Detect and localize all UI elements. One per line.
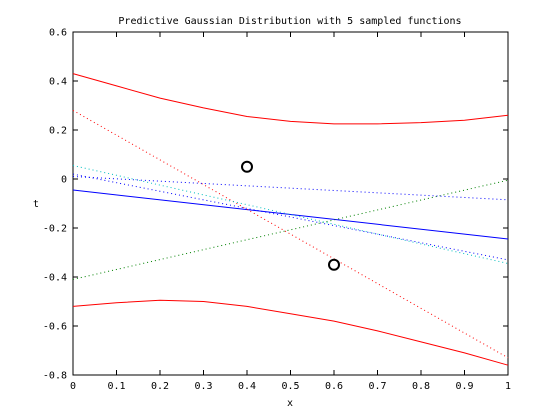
y-tick-label: 0: [61, 175, 67, 186]
x-tick-label: 0.9: [455, 381, 473, 392]
series-layer: [72, 73, 509, 366]
y-tick-label: 0.2: [49, 126, 67, 137]
x-tick-label: 0.5: [281, 381, 299, 392]
x-tick-label: 0.6: [325, 381, 343, 392]
y-tick-label: 0.4: [49, 77, 67, 88]
y-axis-label: t: [33, 199, 39, 210]
y-tick-label: -0.4: [43, 273, 67, 284]
y-tick-label: 0.6: [49, 28, 67, 39]
x-tick-label: 0.4: [238, 381, 256, 392]
y-tick-label: -0.6: [43, 322, 67, 333]
y-ticks: 0.6 0.4 0.2 0 -0.2 -0.4 -0.6 -0.8: [43, 28, 508, 382]
x-tick-label: 0.1: [107, 381, 125, 392]
predictive-line-2: [72, 189, 509, 240]
x-tick-label: 0.2: [151, 381, 169, 392]
x-axis-label: x: [287, 398, 293, 409]
x-tick-label: 0.7: [368, 381, 386, 392]
plot-area: [72, 31, 509, 376]
sample-function-line-5: [72, 176, 509, 201]
observation-point: [241, 160, 253, 173]
y-tick-label: -0.8: [43, 371, 67, 382]
x-ticks: 0 0.1 0.2 0.3 0.4 0.5 0.6 0.7 0.8 0.9 1: [70, 32, 511, 392]
predictive-line-0: [72, 73, 509, 125]
observation-point: [328, 258, 340, 271]
x-tick-label: 1: [505, 381, 511, 392]
points-layer: [241, 160, 340, 271]
chart-title: Predictive Gaussian Distribution with 5 …: [118, 16, 461, 27]
x-tick-label: 0.8: [412, 381, 430, 392]
x-tick-label: 0.3: [194, 381, 212, 392]
y-tick-label: -0.2: [43, 224, 67, 235]
x-tick-label: 0: [70, 381, 76, 392]
predictive-line-1: [72, 299, 509, 366]
